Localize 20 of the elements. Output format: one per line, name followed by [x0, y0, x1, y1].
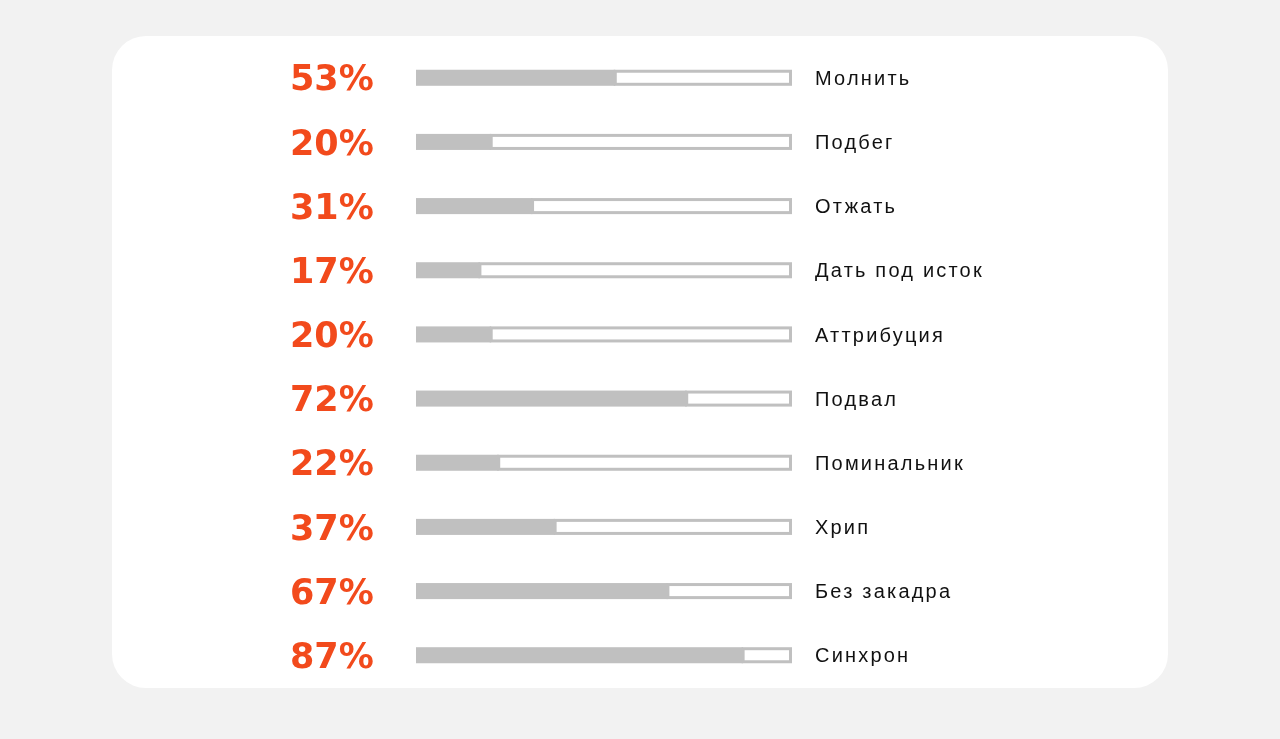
data-label: 72%: [290, 379, 374, 420]
data-label: 20%: [290, 122, 374, 163]
data-label: 22%: [290, 443, 374, 484]
data-label: 87%: [290, 635, 374, 676]
data-label: 37%: [290, 507, 374, 548]
data-label: 20%: [290, 315, 374, 356]
y-tick-label: Молнить: [815, 66, 912, 89]
y-tick-label: Поминальник: [815, 451, 965, 474]
data-label: 17%: [290, 250, 374, 291]
y-tick-label: Подбег: [815, 131, 895, 154]
y-tick-label: Подвал: [815, 387, 899, 410]
y-tick-label: Отжать: [815, 195, 898, 218]
y-tick-label: Без закадра: [815, 580, 953, 603]
data-label: 53%: [290, 58, 374, 99]
data-label: 67%: [290, 571, 374, 612]
y-tick-label: Синхрон: [815, 644, 911, 667]
y-tick-label: Аттрибуция: [815, 323, 945, 346]
data-label: 31%: [290, 186, 374, 227]
y-tick-label: Хрип: [815, 516, 871, 539]
y-tick-label: Дать под исток: [815, 259, 984, 282]
